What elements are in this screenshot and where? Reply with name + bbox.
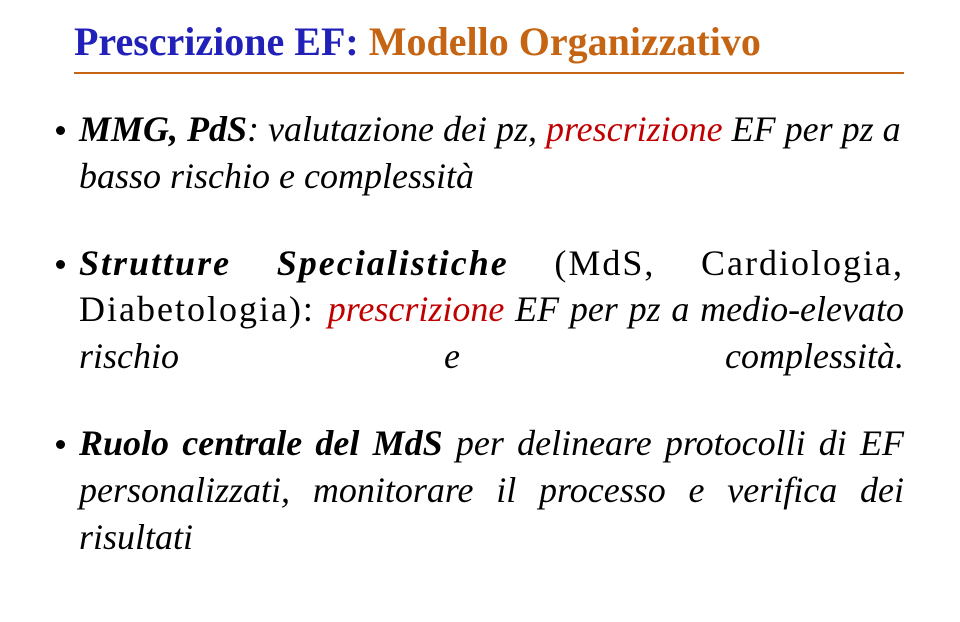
bullet-dot-icon (56, 260, 65, 269)
bullet-bold: Ruolo centrale del MdS (79, 423, 443, 463)
bullet-item: Ruolo centrale del MdS per delineare pro… (56, 420, 904, 560)
title-part1: Prescrizione EF: (74, 19, 359, 64)
bullet-bold: Strutture Specialistiche (79, 243, 509, 283)
body: MMG, PdS: valutazione dei pz, prescrizio… (56, 106, 904, 560)
bullet-emphasis: prescrizione (546, 109, 723, 149)
bullet-text: Ruolo centrale del MdS per delineare pro… (79, 420, 904, 560)
bullet-item: MMG, PdS: valutazione dei pz, prescrizio… (56, 106, 904, 200)
title-block: Prescrizione EF: Modello Organizzativo (74, 18, 904, 66)
title-underline (74, 72, 904, 74)
bullet-dot-icon (56, 440, 65, 449)
bullet-dot-icon (56, 126, 65, 135)
bullet-text: Strutture Specialistiche (MdS, Cardiolog… (79, 240, 904, 380)
slide: Prescrizione EF: Modello Organizzativo M… (0, 0, 960, 622)
title-part2: Modello Organizzativo (369, 19, 761, 64)
slide-title: Prescrizione EF: Modello Organizzativo (74, 18, 904, 66)
bullet-emphasis: prescrizione (328, 289, 505, 329)
bullet-text: MMG, PdS: valutazione dei pz, prescrizio… (79, 106, 904, 200)
bullet-bold: MMG, PdS (79, 109, 247, 149)
bullet-plain: : valutazione dei pz, (247, 109, 546, 149)
bullet-item: Strutture Specialistiche (MdS, Cardiolog… (56, 240, 904, 380)
